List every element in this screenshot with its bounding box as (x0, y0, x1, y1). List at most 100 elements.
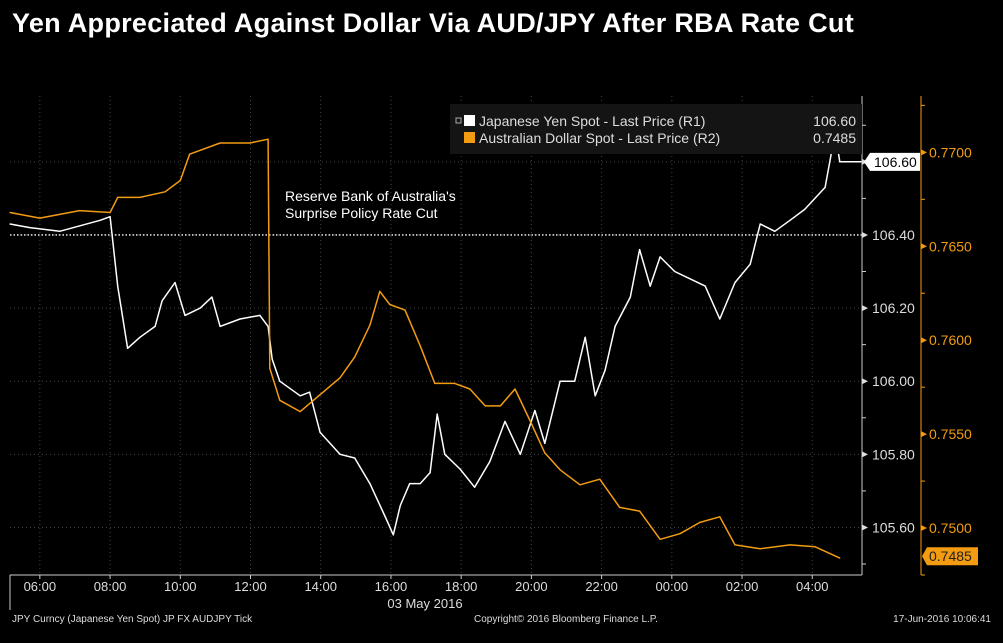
left-tick-marker (862, 451, 868, 458)
data-point-jpy (399, 504, 401, 507)
data-point-jpy (584, 336, 586, 338)
legend-swatch-aud (464, 132, 475, 143)
legend-box (450, 104, 862, 154)
data-point-aud (529, 420, 531, 422)
data-point-jpy (99, 219, 101, 221)
data-point-jpy (219, 325, 221, 327)
data-point-jpy (184, 314, 186, 316)
right-tick-marker (921, 337, 927, 344)
left-tick-marker (862, 524, 868, 531)
legend-swatch-jpy (464, 115, 475, 126)
data-point-jpy (279, 380, 281, 382)
data-point-aud (249, 142, 251, 144)
data-point-aud (759, 548, 761, 550)
data-point-aud (369, 324, 371, 326)
legend-expand-icon[interactable] (455, 117, 462, 124)
left-tick-label: 105.60 (872, 519, 915, 535)
data-point-jpy (444, 453, 446, 455)
data-point-aud (354, 356, 356, 358)
data-point-jpy (9, 223, 11, 225)
right-tick-marker (921, 431, 927, 438)
data-point-jpy (774, 230, 776, 232)
data-point-aud (619, 506, 621, 508)
data-point-aud (679, 533, 681, 535)
x-tick-label: 10:00 (164, 579, 197, 594)
data-point-aud (117, 196, 119, 199)
right-tick-label: 0.7550 (929, 426, 972, 442)
data-point-aud (839, 557, 841, 559)
data-point-jpy (789, 219, 791, 221)
data-point-jpy (127, 347, 129, 349)
data-point-aud (164, 191, 166, 193)
data-point-aud (267, 138, 269, 140)
data-point-jpy (419, 482, 421, 485)
legend-label-jpy: Japanese Yen Spot - Last Price (R1) (479, 113, 705, 129)
right-tick-label: 0.7600 (929, 332, 972, 348)
data-point-jpy (409, 482, 411, 485)
x-tick-label: 08:00 (94, 579, 127, 594)
x-tick-label: 12:00 (234, 579, 267, 594)
footer-copyright: Copyright© 2016 Bloomberg Finance L.P. (474, 614, 658, 625)
data-point-aud (179, 179, 181, 182)
data-point-aud (319, 394, 321, 396)
data-point-aud (219, 142, 221, 144)
data-point-jpy (504, 420, 506, 423)
data-point-jpy (559, 380, 561, 382)
data-point-jpy (659, 256, 661, 258)
right-tick-label: 0.7650 (929, 238, 972, 254)
data-point-aud (339, 377, 341, 379)
data-point-jpy (689, 278, 691, 280)
x-tick-label: 22:00 (585, 579, 618, 594)
data-point-aud (79, 209, 81, 212)
data-point-aud (699, 521, 701, 524)
data-point-jpy (309, 391, 311, 393)
data-point-jpy (109, 216, 111, 218)
data-point-aud (484, 405, 486, 407)
legend-value-aud: 0.7485 (813, 130, 856, 146)
data-point-jpy (211, 296, 213, 298)
last-price-tag-jpy (864, 152, 920, 171)
data-point-jpy (614, 325, 616, 327)
data-point-aud (639, 510, 641, 512)
data-point-aud (279, 399, 281, 401)
data-point-jpy (459, 468, 461, 470)
x-tick-label: 00:00 (656, 579, 689, 594)
data-point-jpy (59, 230, 61, 232)
annotation-line-2: Surprise Policy Rate Cut (285, 205, 438, 221)
x-tick-label: 06:00 (24, 579, 57, 594)
data-point-aud (404, 309, 406, 311)
gridlines (10, 96, 862, 575)
data-point-aud (299, 410, 301, 413)
x-tick-label: 18:00 (445, 579, 478, 594)
data-point-aud (514, 388, 516, 390)
x-tick-label: 20:00 (515, 579, 548, 594)
data-point-aud (499, 405, 501, 407)
legend-value-jpy: 106.60 (813, 113, 856, 129)
data-point-jpy (369, 482, 371, 485)
left-tick-label: 105.80 (872, 446, 915, 462)
data-point-aud (389, 303, 391, 306)
left-tick-marker (862, 231, 868, 238)
data-point-jpy (704, 285, 706, 287)
data-point-jpy (154, 325, 156, 327)
legend: Japanese Yen Spot - Last Price (R1) 106.… (450, 104, 862, 154)
data-point-aud (9, 211, 11, 214)
data-point-jpy (174, 281, 176, 284)
data-point-jpy (574, 380, 576, 382)
left-tick-label: 106.40 (872, 227, 915, 243)
data-point-aud (469, 388, 471, 390)
data-point-jpy (299, 395, 301, 397)
data-point-jpy (719, 318, 721, 320)
data-point-jpy (489, 461, 491, 463)
data-point-jpy (649, 285, 651, 287)
data-point-aud (734, 544, 736, 546)
data-point-jpy (339, 453, 341, 455)
chart-title: Yen Appreciated Against Dollar Via AUD/J… (12, 8, 854, 38)
data-point-jpy (354, 457, 356, 459)
data-point-jpy (429, 472, 431, 474)
data-point-aud (559, 469, 561, 471)
data-point-jpy (544, 442, 546, 444)
series-lines (9, 131, 863, 559)
data-point-jpy (117, 285, 119, 287)
